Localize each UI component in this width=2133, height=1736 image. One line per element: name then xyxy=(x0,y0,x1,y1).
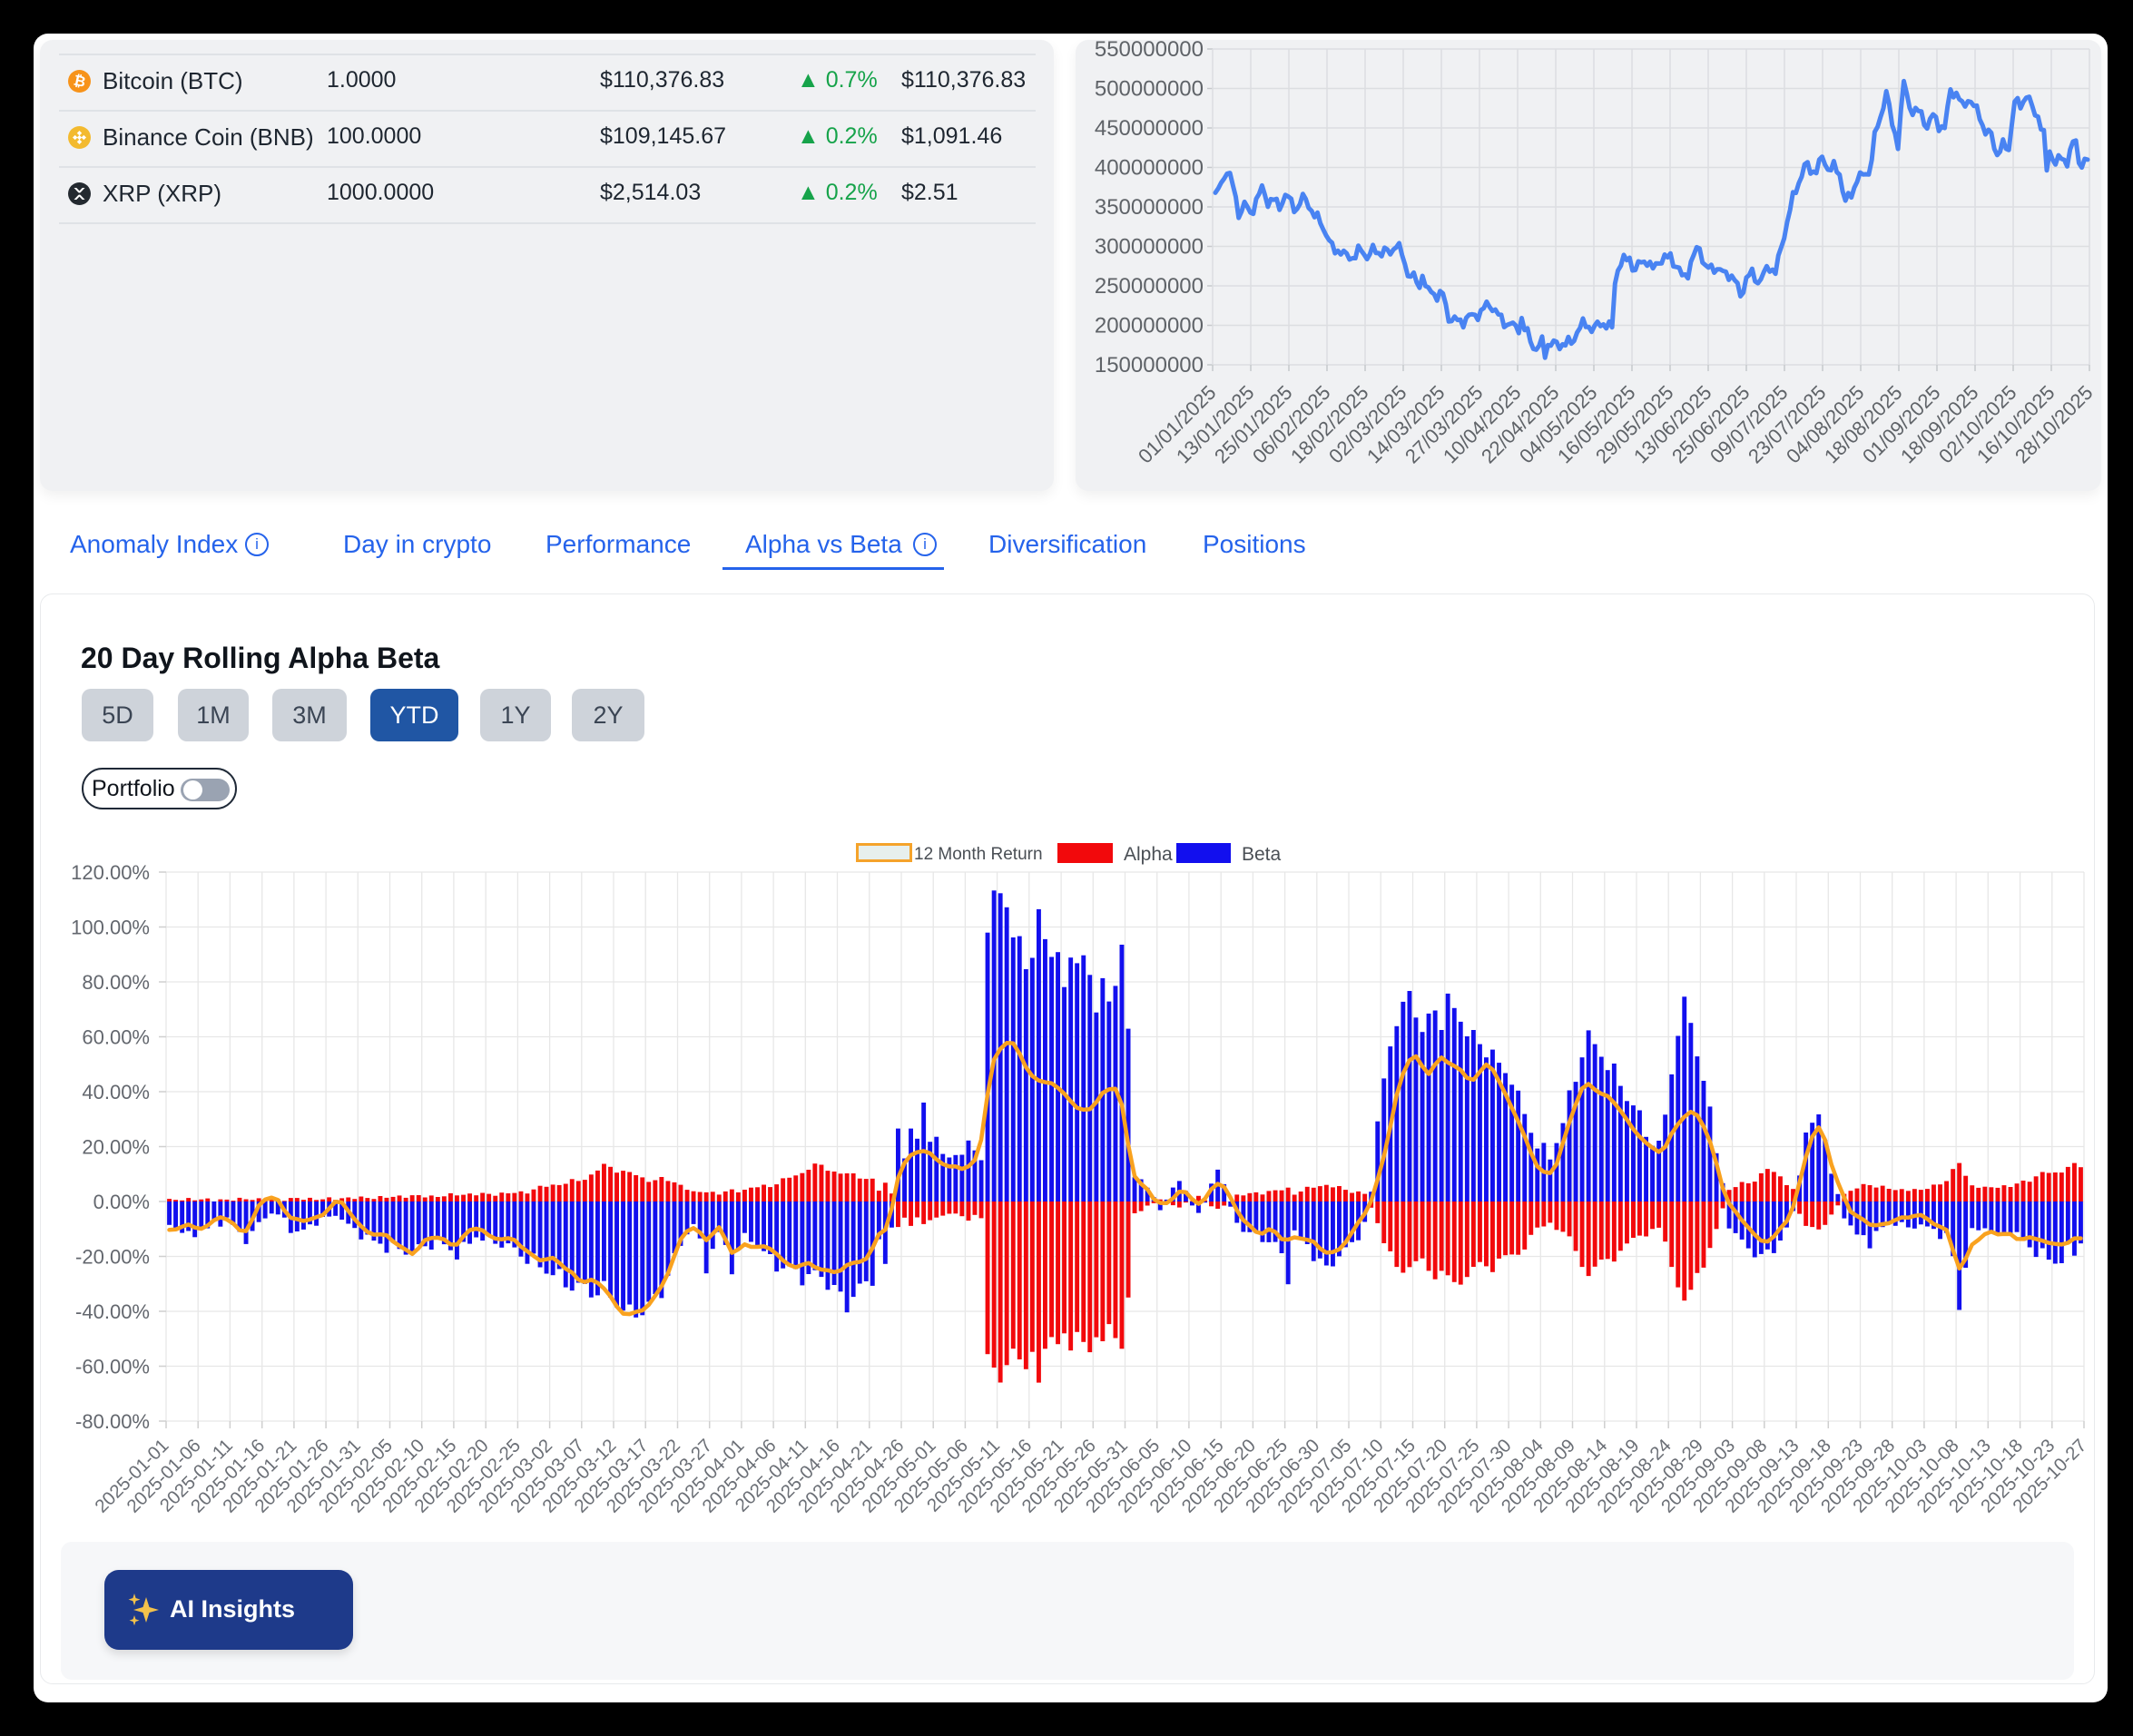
svg-text:40.00%: 40.00% xyxy=(82,1081,150,1103)
svg-text:80.00%: 80.00% xyxy=(82,971,150,994)
svg-text:0.00%: 0.00% xyxy=(93,1191,150,1213)
svg-text:300000000: 300000000 xyxy=(1095,235,1204,260)
svg-text:500000000: 500000000 xyxy=(1095,77,1204,102)
svg-text:-40.00%: -40.00% xyxy=(75,1300,150,1323)
svg-text:₿: ₿ xyxy=(72,73,87,91)
svg-text:250000000: 250000000 xyxy=(1095,274,1204,299)
svg-text:550000000: 550000000 xyxy=(1095,40,1204,62)
svg-text:100.00%: 100.00% xyxy=(71,917,150,939)
svg-text:450000000: 450000000 xyxy=(1095,116,1204,141)
svg-text:150000000: 150000000 xyxy=(1095,353,1204,378)
svg-text:-20.00%: -20.00% xyxy=(75,1246,150,1269)
svg-text:60.00%: 60.00% xyxy=(82,1026,150,1049)
svg-text:-80.00%: -80.00% xyxy=(75,1410,150,1433)
svg-text:-60.00%: -60.00% xyxy=(75,1356,150,1378)
svg-text:400000000: 400000000 xyxy=(1095,156,1204,181)
svg-text:120.00%: 120.00% xyxy=(71,861,150,884)
svg-text:200000000: 200000000 xyxy=(1095,314,1204,338)
svg-text:20.00%: 20.00% xyxy=(82,1136,150,1159)
svg-text:350000000: 350000000 xyxy=(1095,195,1204,220)
